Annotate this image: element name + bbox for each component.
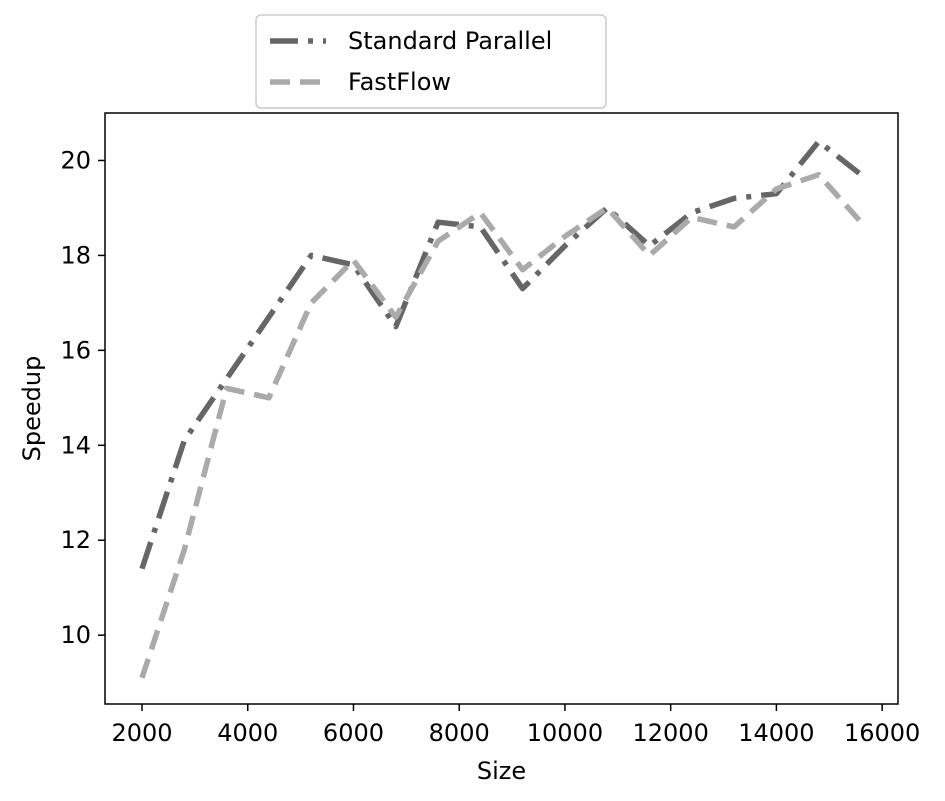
- axes-frame: [104, 112, 899, 705]
- x-tick-label: 6000: [323, 719, 384, 747]
- x-tick-label: 16000: [844, 719, 920, 747]
- y-tick-label: 18: [60, 241, 91, 269]
- y-tick-label: 20: [60, 146, 91, 174]
- series-line-2: [139, 171, 864, 679]
- x-tick-label: 8000: [429, 719, 490, 747]
- x-tick-label: 10000: [527, 719, 603, 747]
- plot-area: [139, 138, 864, 679]
- y-tick-label: 16: [60, 336, 91, 364]
- x-axis-label: Size: [477, 757, 526, 785]
- x-tick-label: 4000: [217, 719, 278, 747]
- legend-box: [255, 14, 607, 109]
- y-tick-label: 12: [60, 526, 91, 554]
- y-tick-label: 14: [60, 431, 91, 459]
- y-axis-label: Speedup: [18, 356, 46, 462]
- y-tick-label: 10: [60, 621, 91, 649]
- x-tick-label: 2000: [111, 719, 172, 747]
- x-tick-label: 12000: [632, 719, 708, 747]
- x-tick-label: 14000: [738, 719, 814, 747]
- y-axis-ticks: 10 12 14 16 18 20: [60, 146, 105, 649]
- x-axis-ticks: 2000 4000 6000 8000 10000 12000 14000 16000: [111, 704, 920, 747]
- series-line-1: [139, 138, 863, 570]
- legend-label-2: FastFlow: [348, 68, 451, 96]
- legend: Standard Parallel FastFlow: [255, 14, 607, 109]
- legend-label-1: Standard Parallel: [348, 27, 552, 55]
